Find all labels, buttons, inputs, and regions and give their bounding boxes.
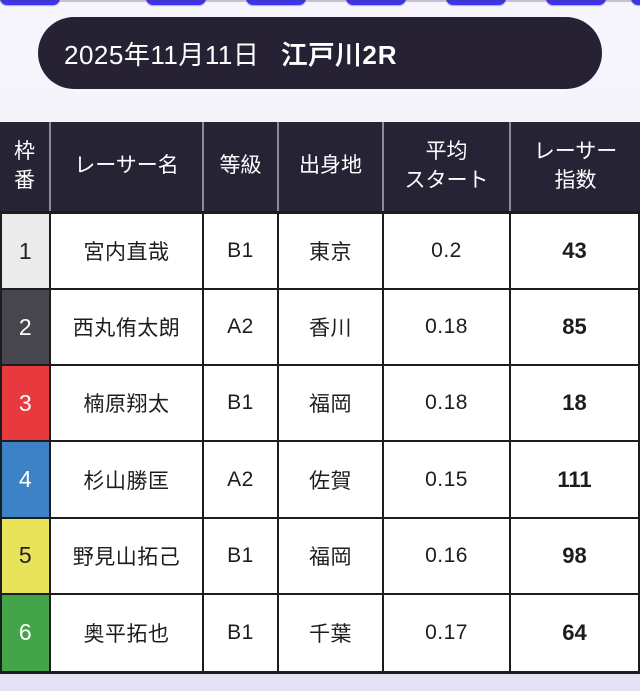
frame-number-cell: 2 [2, 290, 51, 365]
table-row: 3 楠原翔太 B1 福岡 0.18 18 [2, 366, 638, 443]
avg-start-cell: 0.2 [384, 214, 511, 289]
origin-cell: 東京 [279, 214, 384, 289]
app-icon[interactable] [246, 0, 306, 5]
app-icon[interactable] [631, 0, 640, 5]
column-header-name: レーサー名 [51, 122, 204, 211]
racer-name-cell: 杉山勝匡 [51, 442, 204, 517]
racer-name-cell: 野見山拓己 [51, 518, 204, 593]
avg-start-cell: 0.15 [384, 442, 511, 517]
column-header-waku: 枠 番 [0, 122, 51, 211]
racer-index-cell: 43 [511, 214, 638, 289]
table-row: 6 奥平拓也 B1 千葉 0.17 64 [2, 594, 638, 671]
origin-cell: 千葉 [279, 594, 384, 671]
racer-name-cell: 奥平拓也 [51, 594, 204, 671]
app-icon[interactable] [146, 0, 206, 5]
grade-cell: B1 [204, 366, 279, 441]
racer-index-cell: 111 [511, 442, 638, 517]
racer-name-cell: 西丸侑太朗 [51, 290, 204, 365]
table-body: 1 宮内直哉 B1 東京 0.2 43 2 西丸侑太朗 A2 香川 0.18 8… [0, 211, 640, 674]
racer-name-cell: 宮内直哉 [51, 214, 204, 289]
app-icon[interactable] [446, 0, 506, 5]
avg-start-cell: 0.16 [384, 518, 511, 593]
table-row: 4 杉山勝匡 A2 佐賀 0.15 111 [2, 442, 638, 519]
column-header-grade: 等級 [204, 122, 279, 211]
origin-cell: 福岡 [279, 518, 384, 593]
race-header-bar: 2025年11月11日 江戸川2R [38, 17, 602, 89]
racer-index-cell: 18 [511, 366, 638, 441]
screen-top-edge [0, 0, 640, 2]
column-header-index: レーサー 指数 [533, 140, 618, 192]
grade-cell: A2 [204, 290, 279, 365]
origin-cell: 香川 [279, 290, 384, 365]
frame-number-cell: 1 [2, 214, 51, 289]
racer-index-cell: 85 [511, 290, 638, 365]
origin-cell: 福岡 [279, 366, 384, 441]
racer-name-cell: 楠原翔太 [51, 366, 204, 441]
table-header-row: 枠 番 レーサー名 等級 出身地 平均 スタート レーサー 指数 [0, 122, 640, 211]
app-icon[interactable] [546, 0, 606, 5]
column-header-avg-start: 平均 スタート [384, 122, 511, 211]
origin-cell: 佐賀 [279, 442, 384, 517]
table-row: 5 野見山拓己 B1 福岡 0.16 98 [2, 518, 638, 595]
racer-table: 枠 番 レーサー名 等級 出身地 平均 スタート レーサー 指数 1 宮内直哉 … [0, 122, 640, 674]
app-icon[interactable] [0, 0, 60, 5]
race-date: 2025年11月11日 [64, 39, 260, 70]
grade-cell: B1 [204, 214, 279, 289]
frame-number-cell: 5 [2, 518, 51, 593]
avg-start-cell: 0.17 [384, 594, 511, 671]
column-header-origin: 出身地 [279, 122, 384, 211]
table-row: 1 宮内直哉 B1 東京 0.2 43 [2, 214, 638, 291]
race-title: 江戸川2R [281, 39, 398, 70]
frame-number-cell: 6 [2, 594, 51, 671]
racer-index-cell: 64 [511, 594, 638, 671]
app-icon[interactable] [346, 0, 406, 5]
grade-cell: A2 [204, 442, 279, 517]
grade-cell: B1 [204, 518, 279, 593]
grade-cell: B1 [204, 594, 279, 671]
frame-number-cell: 4 [2, 442, 51, 517]
frame-number-cell: 3 [2, 366, 51, 441]
table-row: 2 西丸侑太朗 A2 香川 0.18 85 [2, 290, 638, 367]
avg-start-cell: 0.18 [384, 290, 511, 365]
racer-index-cell: 98 [511, 518, 638, 593]
avg-start-cell: 0.18 [384, 366, 511, 441]
